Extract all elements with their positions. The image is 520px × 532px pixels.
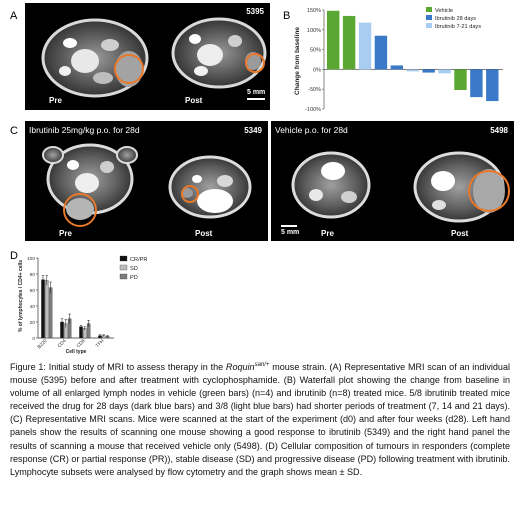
caption-strain-sup: san/+ <box>254 362 270 368</box>
caption-part-1: Figure 1: Initial study of MRI to assess… <box>10 362 226 373</box>
chart-b-bar <box>406 69 419 72</box>
chart-b-bar <box>438 69 451 74</box>
scale-bar-a <box>247 98 265 100</box>
lymph-node-circle-a-post <box>245 53 265 73</box>
chart-d-xlabel: Cell type <box>66 349 87 355</box>
pre-label-c-left: Pre <box>59 229 72 238</box>
panel-a-letter: A <box>10 10 18 22</box>
chart-b-bar <box>422 69 435 73</box>
chart-b-ytick-label: 100% <box>307 28 321 34</box>
chart-b-ytick-label: 0% <box>313 67 321 73</box>
chart-d-bar <box>45 280 49 339</box>
chart-b-bar <box>390 65 404 70</box>
chart-d-legend-label: CR/PR <box>130 257 147 263</box>
panel-b-letter: B <box>283 10 291 22</box>
chart-b-ytick-label: 50% <box>310 48 321 54</box>
mri-scan-a-image <box>41 17 267 100</box>
chart-d-legend-swatch <box>119 255 128 262</box>
chart-b-legend-swatch <box>426 15 432 20</box>
lymph-node-circle-c-right-post <box>468 170 510 212</box>
chart-d-legend-label: PD <box>130 275 138 281</box>
chart-d-legend-label: SD <box>130 266 138 272</box>
chart-b-bar <box>374 35 388 70</box>
lymph-node-circle-c-left-pre <box>63 193 97 227</box>
mri-scan-c-left-image <box>42 143 252 227</box>
chart-d-legend-swatch <box>119 264 128 271</box>
chart-d-legend-swatch <box>119 273 128 280</box>
post-label-a: Post <box>185 96 203 105</box>
cell-composition-chart: % of lymphocytes / CD4+ cells Cell type … <box>18 255 147 355</box>
chart-d-category-label: B220 <box>36 338 48 350</box>
panel-c-letter: C <box>10 125 18 137</box>
caption-part-2: mouse strain. (A) Representative MRI sca… <box>10 362 511 477</box>
chart-b-ylabel: Change from baseline <box>294 27 301 95</box>
chart-d-category-label: TFH <box>95 338 106 349</box>
chart-b-ytick-label: -50% <box>308 87 321 93</box>
mri-panel-c-ibrutinib: Ibrutinib 25mg/kg p.o. for 28d 5349 Pre … <box>25 121 268 241</box>
chart-b-bar <box>342 15 356 70</box>
chart-d-bar <box>41 279 45 339</box>
chart-b-bar <box>327 10 340 70</box>
chart-d-category-label: CD8 <box>75 338 86 349</box>
chart-b-bar <box>486 69 499 102</box>
chart-d-ytick-label: 0 <box>32 336 35 342</box>
pre-label-a: Pre <box>49 96 62 105</box>
mouse-id-a: 5395 <box>246 7 264 16</box>
chart-d-bar <box>79 326 83 339</box>
treatment-label-ibrutinib: Ibrutinib 25mg/kg p.o. for 28d <box>29 125 140 135</box>
chart-d-category-label: CD4 <box>56 338 67 349</box>
chart-b-legend-label: Ibrutinib 28 days <box>435 16 476 22</box>
chart-b-ytick-label: 150% <box>307 8 321 14</box>
post-label-c-left: Post <box>195 229 213 238</box>
chart-b-legend-swatch <box>426 23 432 28</box>
waterfall-chart: Change from baseline 150% 100% 50% 0% -50% -1… <box>294 7 503 113</box>
lymph-node-circle-c-left-post <box>181 185 199 203</box>
lymph-node-circle-a-pre <box>114 54 144 84</box>
panel-d-letter: D <box>10 250 18 262</box>
post-label-c-right: Post <box>451 229 469 238</box>
figure-caption: Figure 1: Initial study of MRI to assess… <box>10 359 510 479</box>
mri-scan-c-right-image <box>281 151 510 227</box>
chart-d-ytick-label: 20 <box>30 320 36 326</box>
chart-d-ytick-label: 40 <box>30 304 36 310</box>
chart-b-legend-swatch <box>426 7 432 12</box>
mouse-id-c-right: 5498 <box>490 126 508 135</box>
chart-d-ylabel: % of lymphocytes / CD4+ cells <box>18 260 24 332</box>
chart-d-bar <box>48 287 53 339</box>
chart-b-legend-label: Vehicle <box>435 8 453 14</box>
mouse-id-c-left: 5349 <box>244 126 262 135</box>
chart-b-ytick-label: -100% <box>305 107 321 113</box>
chart-b-legend-label: Ibrutinib 7-21 days <box>435 24 481 30</box>
mri-panel-a: 5395 Pre Post 5 mm <box>25 3 270 110</box>
chart-b-bar <box>454 69 467 90</box>
chart-b-bar <box>358 22 372 70</box>
chart-b-bar <box>470 69 483 98</box>
mri-panel-c-vehicle: Vehicle p.o. for 28d 5498 5 mm Pre Post <box>271 121 514 241</box>
scale-bar-c <box>281 225 297 227</box>
chart-d-ytick-label: 100 <box>27 256 35 262</box>
chart-d-ytick-label: 60 <box>30 288 36 294</box>
caption-strain: Roquin <box>225 362 255 373</box>
chart-d-ytick-label: 80 <box>30 272 36 278</box>
scale-label-a: 5 mm <box>247 89 266 96</box>
pre-label-c-right: Pre <box>321 229 334 238</box>
scale-label-c: 5 mm <box>281 229 300 236</box>
treatment-label-vehicle: Vehicle p.o. for 28d <box>275 125 348 135</box>
